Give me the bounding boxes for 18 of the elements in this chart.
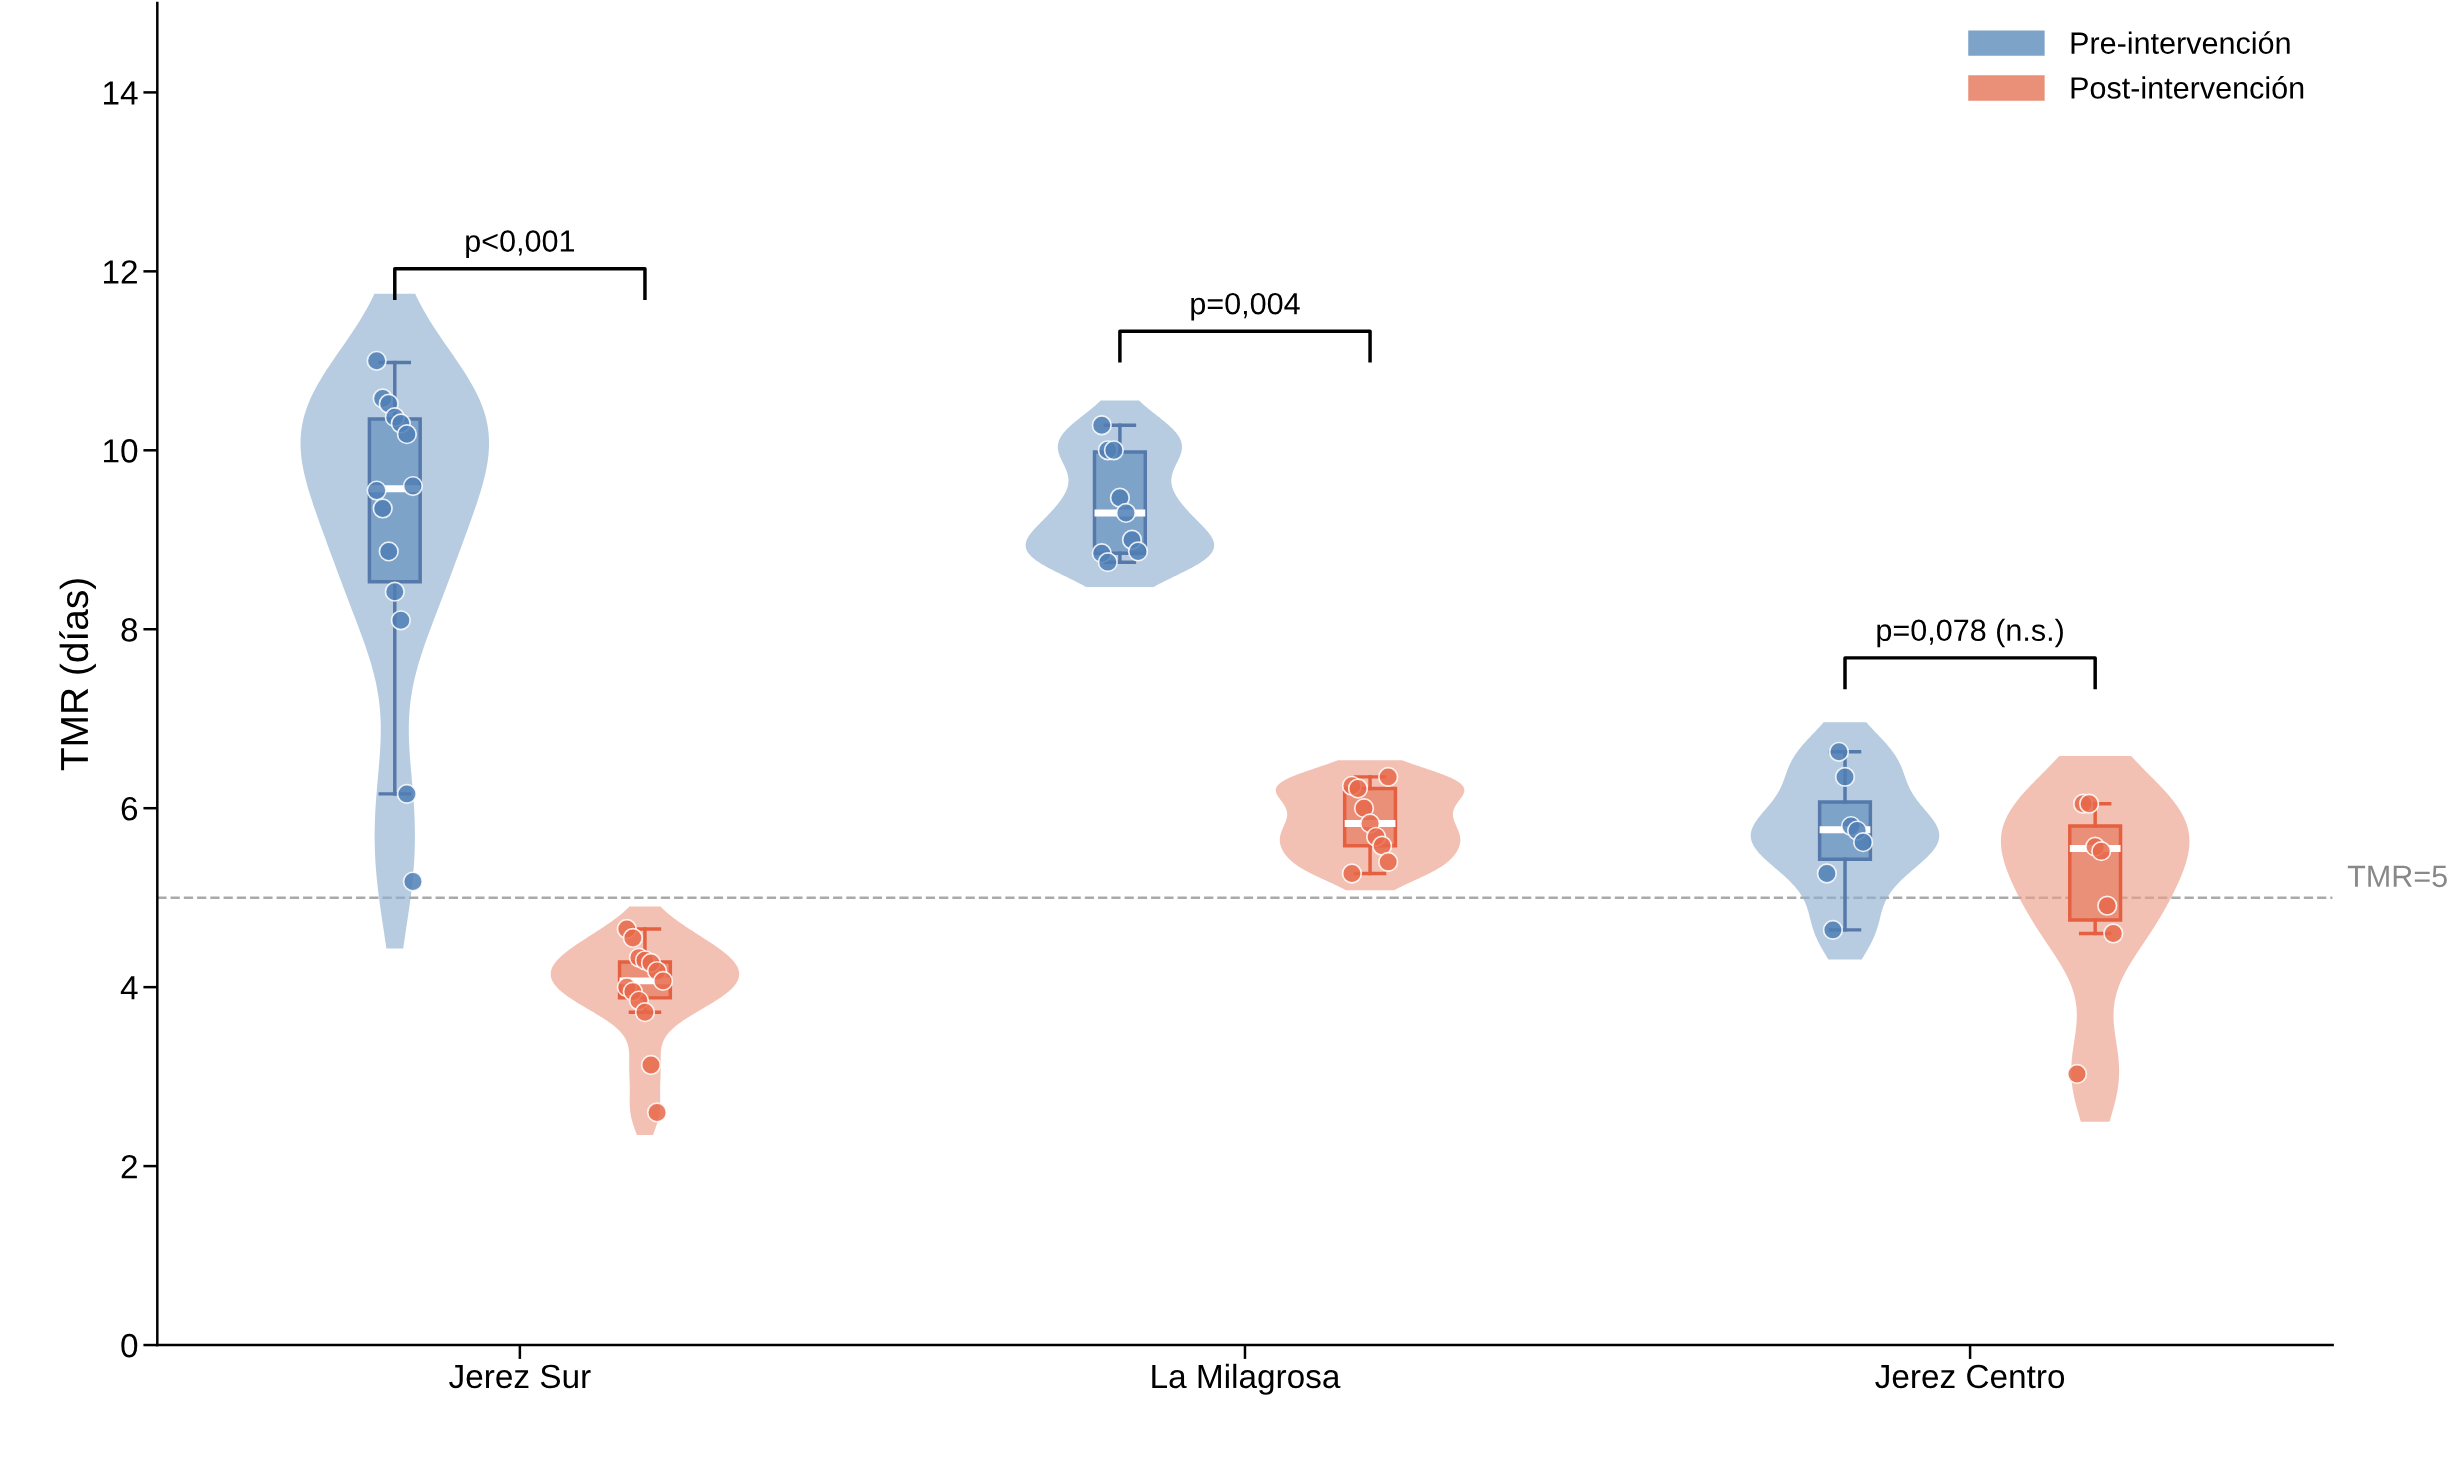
y-tick-label: 0 [121, 1333, 138, 1358]
x-tick-label: Jerez Sur [449, 1364, 591, 1389]
y-axis-title: TMR (días) [59, 579, 96, 771]
annotation: p<0,001 [466, 230, 575, 258]
y-tick-label: 4 [120, 976, 138, 1000]
legend-label: Post-intervención [2071, 75, 2304, 99]
x-tick-label: Jerez Centro [1875, 1364, 2065, 1389]
y-tick-label: 14 [104, 81, 138, 105]
y-tick-label: 2 [121, 1154, 137, 1179]
ref-line-label: TMR=5 [2347, 865, 2447, 888]
annotation: p=0,004 [1191, 292, 1300, 321]
legend-label: Pre-intervención [2071, 31, 2290, 54]
y-tick-label: 12 [104, 260, 137, 284]
annotation: p=0,078 (n.s.) [1877, 618, 2063, 648]
x-tick-label: La Milagrosa [1152, 1363, 1341, 1395]
y-tick-label: 6 [121, 797, 138, 821]
y-tick-label: 8 [121, 618, 138, 642]
y-tick-label: 10 [104, 439, 138, 463]
